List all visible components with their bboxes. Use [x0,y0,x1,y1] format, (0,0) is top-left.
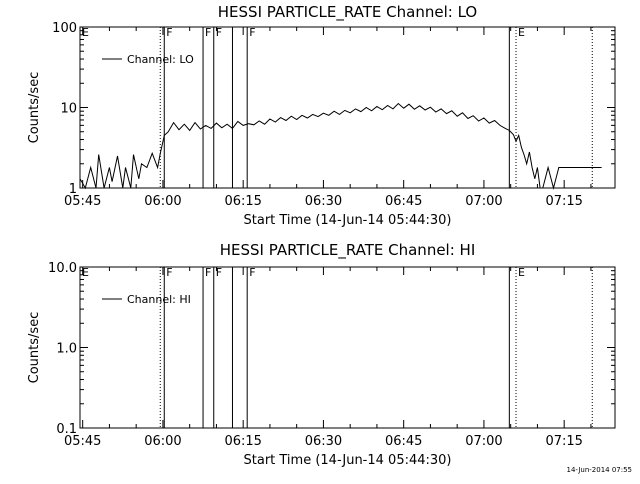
x-axis-label-hi: Start Time (14-Jun-14 05:44:30) [244,453,452,468]
event-marker-label: E [518,26,525,39]
x-tick-label-lo: 06:30 [305,194,342,209]
y-axis-label-hi: Counts/sec [27,312,42,384]
event-marker-label: F [249,266,255,279]
event-marker-label: F [166,26,172,39]
x-tick-label-hi: 05:45 [64,434,101,449]
x-tick-label-lo: 07:00 [465,194,502,209]
x-tick-label-hi: 06:00 [144,434,181,449]
footer-timestamp: 14-Jun-2014 07:55 [566,466,633,474]
event-marker-label: F [205,26,211,39]
legend-label-lo: Channel: LO [127,53,194,66]
x-tick-label-hi: 07:00 [465,434,502,449]
x-tick-label-hi: 06:30 [305,434,342,449]
event-marker-label: E [82,266,89,279]
y-tick-label-lo: 100 [52,21,77,36]
y-tick-label-lo: 10 [60,102,77,117]
y-tick-label-lo: 1 [69,182,77,197]
event-marker-label: F [166,266,172,279]
event-marker-label: F [249,26,255,39]
x-tick-label-hi: 06:45 [385,434,422,449]
chart-title-lo: HESSI PARTICLE_RATE Channel: LO [218,3,477,22]
legend-label-hi: Channel: HI [127,293,191,306]
chart-title-hi: HESSI PARTICLE_RATE Channel: HI [220,241,476,260]
x-tick-label-hi: 06:15 [224,434,261,449]
y-axis-label-lo: Counts/sec [27,72,42,144]
y-tick-label-hi: 0.1 [56,422,77,437]
x-axis-label-lo: Start Time (14-Jun-14 05:44:30) [244,213,452,228]
x-tick-label-lo: 06:15 [224,194,261,209]
x-tick-label-lo: 05:45 [64,194,101,209]
y-tick-label-hi: 10.0 [48,261,77,276]
x-tick-label-lo: 07:15 [545,194,582,209]
event-marker-label: F [216,266,222,279]
x-tick-label-lo: 06:45 [385,194,422,209]
event-marker-label: F [205,266,211,279]
event-marker-label: E [518,266,525,279]
y-tick-label-hi: 1.0 [56,342,77,357]
x-tick-label-lo: 06:00 [144,194,181,209]
x-tick-label-hi: 07:15 [545,434,582,449]
series-line-lo [79,102,602,190]
event-marker-label: F [216,26,222,39]
event-marker-label: E [82,26,89,39]
